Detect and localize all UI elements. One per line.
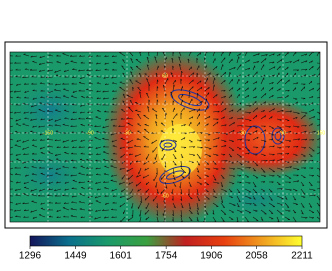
grid-label: -30 bbox=[123, 130, 130, 136]
grid-label: 150 bbox=[317, 130, 326, 136]
colorbar-tick-label: 1601 bbox=[110, 251, 133, 262]
grid-label: 30 bbox=[240, 130, 246, 136]
grid-label: -90 bbox=[86, 130, 93, 136]
grid-label: -150 bbox=[43, 130, 53, 136]
colorbar-tick-label: 1449 bbox=[64, 251, 87, 262]
colorbar-tick-label: 2058 bbox=[245, 251, 268, 262]
colorbar-tick-label: 2211 bbox=[291, 251, 313, 262]
grid-label: 60 bbox=[162, 73, 168, 79]
colorbar-tick-label: 1296 bbox=[19, 251, 42, 262]
colorbar bbox=[30, 236, 302, 246]
colorbar-tick-label: 1754 bbox=[155, 251, 178, 262]
grid-label: 90 bbox=[280, 130, 286, 136]
grid-label: -60 bbox=[161, 193, 168, 199]
colorbar-tick-label: 1906 bbox=[200, 251, 223, 262]
